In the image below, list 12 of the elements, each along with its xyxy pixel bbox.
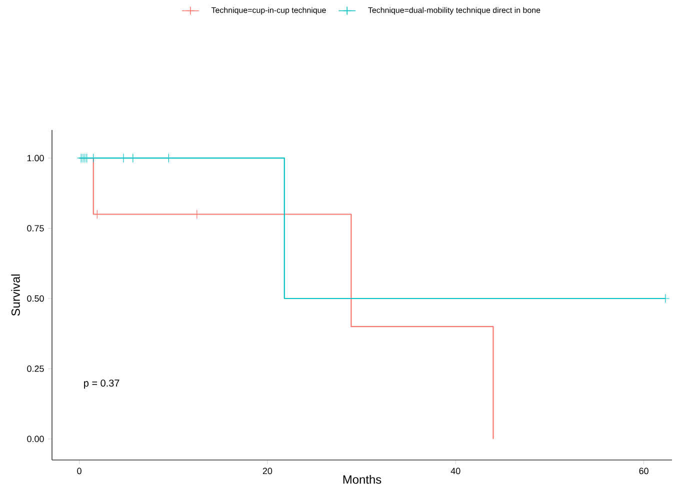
y-tick-label: 1.00 (27, 154, 44, 162)
y-tick-label: 0.00 (27, 436, 44, 442)
x-tick-label: 60 (639, 468, 648, 474)
x-tick-label: 40 (450, 468, 460, 474)
annotation: p = 0.37 (84, 380, 120, 389)
y-tick-label: 0.75 (27, 225, 44, 232)
y-axis-title: Survival (11, 274, 20, 316)
y-tick-label: 0.50 (27, 295, 44, 302)
y-tick-label: 0.25 (27, 366, 44, 372)
x-tick-label: 0 (77, 468, 82, 474)
x-axis-title: Months (343, 474, 382, 484)
x-tick-label: 20 (262, 468, 272, 474)
